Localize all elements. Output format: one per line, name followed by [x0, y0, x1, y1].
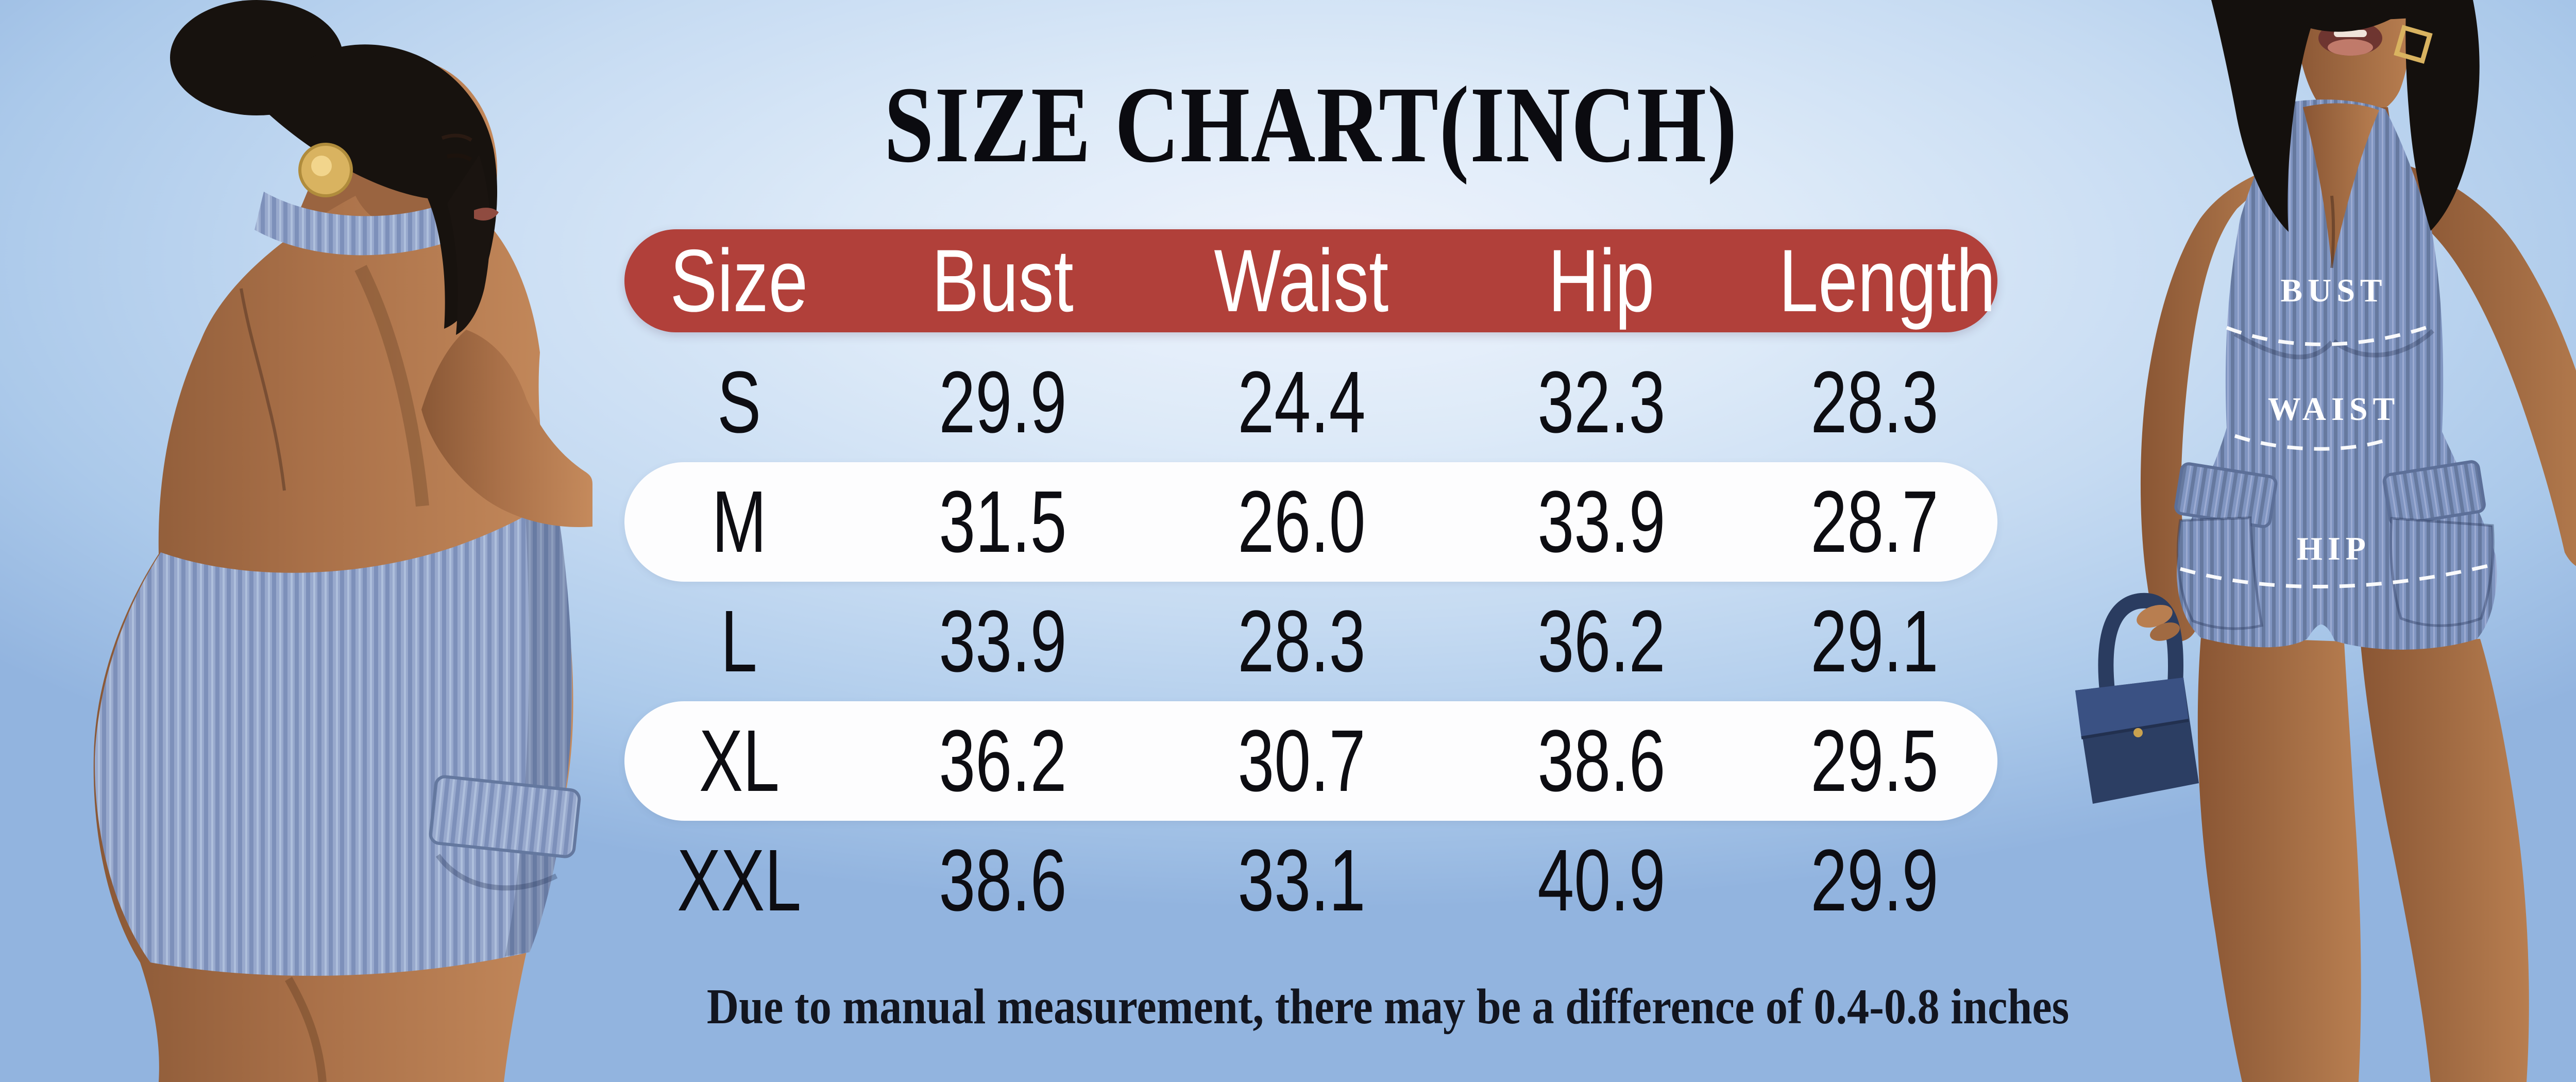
hand-fingers [2150, 622, 2180, 641]
cell-bust: 38.6 [938, 832, 1067, 929]
model-arm [421, 330, 592, 528]
cell-bust: 31.5 [938, 473, 1067, 571]
cell-size: XL [699, 712, 779, 810]
cell-hip: 32.3 [1537, 353, 1666, 451]
cell-waist: 33.1 [1237, 832, 1366, 929]
cell-waist: 26.0 [1237, 473, 1366, 571]
cell-size: L [721, 593, 757, 690]
hip-label: HIP [2297, 530, 2371, 567]
cell-waist: 28.3 [1237, 593, 1366, 690]
pocket-pouch-right [2389, 517, 2495, 627]
back-tattoo [240, 288, 286, 491]
cell-size: M [711, 473, 767, 571]
table-row-s: S 29.9 24.4 32.3 28.3 [624, 343, 1997, 462]
hip-measure-line [2180, 564, 2489, 589]
cell-length: 28.3 [1810, 353, 1939, 451]
model-photo-front-view: BUST WAIST HIP [2075, 0, 2576, 1082]
cell-length: 29.1 [1810, 593, 1939, 690]
hair-strand [447, 155, 490, 335]
measurement-note: Due to manual measurement, there may be … [706, 979, 2070, 1035]
pocket-pouch-left [2177, 516, 2263, 630]
gold-earring [2394, 25, 2433, 64]
leg-shadow [285, 977, 327, 1082]
handbag-handle [2098, 593, 2183, 698]
cell-size: S [717, 353, 761, 451]
cell-hip: 38.6 [1537, 712, 1666, 810]
cell-bust: 33.9 [938, 593, 1067, 690]
cell-waist: 24.4 [1237, 353, 1366, 451]
romper-shorts-back [94, 496, 572, 976]
v-neckline [2303, 103, 2379, 268]
hand-fingers [2137, 604, 2173, 628]
lips [474, 208, 499, 221]
cleavage-line [2330, 195, 2335, 268]
chart-content: SIZE CHART(INCH) Size Bust Waist Hip Len… [624, 0, 2070, 1082]
model-leg-right [2361, 639, 2529, 1082]
halter-neck-band [255, 192, 460, 256]
header-cell-size: Size [670, 231, 808, 330]
underbust-shadow [2233, 332, 2334, 360]
lower-lip-gloss [2328, 39, 2373, 56]
cell-hip: 33.9 [1537, 473, 1666, 571]
model-leg-left [2197, 636, 2361, 1082]
cell-bust: 29.9 [938, 353, 1067, 451]
handbag [2075, 593, 2199, 804]
table-row-m: M 31.5 26.0 33.9 28.7 [624, 462, 1997, 582]
header-cell-waist: Waist [1214, 231, 1389, 330]
cell-hip: 36.2 [1537, 593, 1666, 690]
handbag-clasp [2133, 728, 2143, 737]
header-cell-hip: Hip [1548, 231, 1655, 330]
eyebrow [441, 133, 472, 142]
pocket-shadow [435, 854, 558, 891]
model-photo-back-view [93, 0, 592, 1082]
handbag-flap [2075, 678, 2189, 738]
hair [268, 44, 498, 329]
model-right-arm [2140, 162, 2287, 642]
cell-waist: 30.7 [1237, 712, 1366, 810]
cell-length: 29.9 [1810, 832, 1939, 929]
cell-length: 29.5 [1810, 712, 1939, 810]
cargo-pocket [429, 775, 581, 858]
header-cell-bust: Bust [931, 231, 1074, 330]
table-row-xl: XL 36.2 30.7 38.6 29.5 [624, 701, 1997, 821]
gold-earring-highlight [311, 156, 332, 176]
bust-label: BUST [2280, 272, 2387, 309]
cell-bust: 36.2 [938, 712, 1067, 810]
size-table: Size Bust Waist Hip Length S 29.9 24.4 3… [624, 229, 1997, 940]
waist-label: WAIST [2268, 391, 2400, 427]
table-header-row: Size Bust Waist Hip Length [624, 229, 1997, 332]
table-row-xxl: XXL 38.6 33.1 40.9 29.9 [624, 821, 1997, 940]
underbust-shadow [2332, 329, 2435, 358]
cell-size: XXL [676, 832, 801, 929]
cell-hip: 40.9 [1537, 832, 1666, 929]
page-title: SIZE CHART(INCH) [884, 64, 1738, 185]
cargo-pocket-right [2382, 460, 2486, 526]
handbag-flap-edge [2081, 719, 2189, 739]
eye-lash [447, 154, 472, 162]
hair-fringe [2211, 0, 2473, 21]
table-row-l: L 33.9 28.3 36.2 29.1 [624, 582, 1997, 701]
header-cell-length: Length [1778, 231, 1996, 330]
teeth [2334, 30, 2367, 37]
back-shading [354, 265, 429, 507]
cell-length: 28.7 [1810, 473, 1939, 571]
waist-measure-line [2234, 434, 2393, 451]
